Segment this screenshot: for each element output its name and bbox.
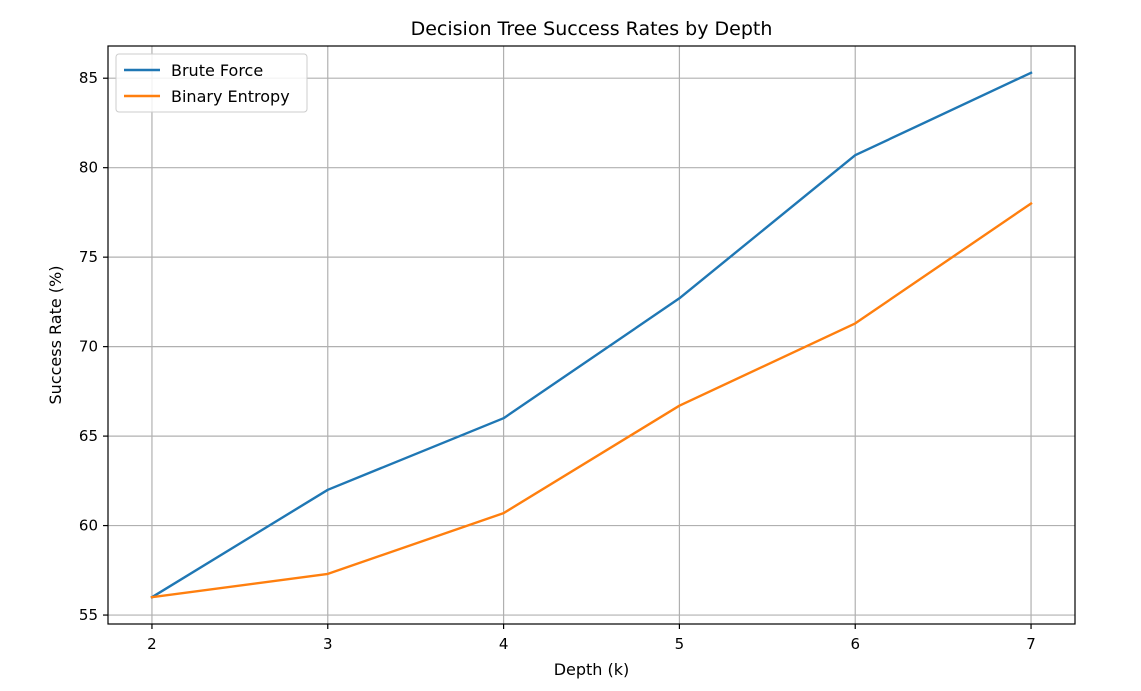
x-tick-label: 3 (323, 635, 333, 653)
y-tick-label: 70 (79, 338, 98, 356)
y-tick-label: 80 (79, 159, 98, 177)
y-tick-label: 55 (79, 606, 98, 624)
x-tick-label: 7 (1026, 635, 1036, 653)
series-line-brute-force (150, 71, 1033, 599)
legend-label-binary-entropy: Binary Entropy (171, 87, 290, 106)
y-axis-label: Success Rate (%) (46, 266, 65, 405)
series-group (150, 71, 1033, 599)
x-tick-label: 4 (499, 635, 509, 653)
x-tick-label: 5 (675, 635, 685, 653)
series-line-binary-entropy (150, 201, 1033, 599)
plot-frame (107, 45, 1076, 625)
tick-group: 2 3 4 5 6 7 55 60 65 70 75 80 85 (79, 69, 1036, 653)
y-tick-label: 85 (79, 69, 98, 87)
x-tick-label: 2 (147, 635, 157, 653)
legend-box (115, 53, 308, 113)
grid (108, 46, 1075, 624)
x-axis-label: Depth (k) (554, 660, 630, 679)
legend: Brute Force Binary Entropy (115, 53, 308, 113)
legend-label-brute-force: Brute Force (171, 61, 263, 80)
y-tick-label: 65 (79, 427, 98, 445)
chart-title: Decision Tree Success Rates by Depth (411, 18, 773, 40)
y-tick-label: 60 (79, 517, 98, 535)
y-tick-label: 75 (79, 248, 98, 266)
x-tick-label: 6 (850, 635, 860, 653)
